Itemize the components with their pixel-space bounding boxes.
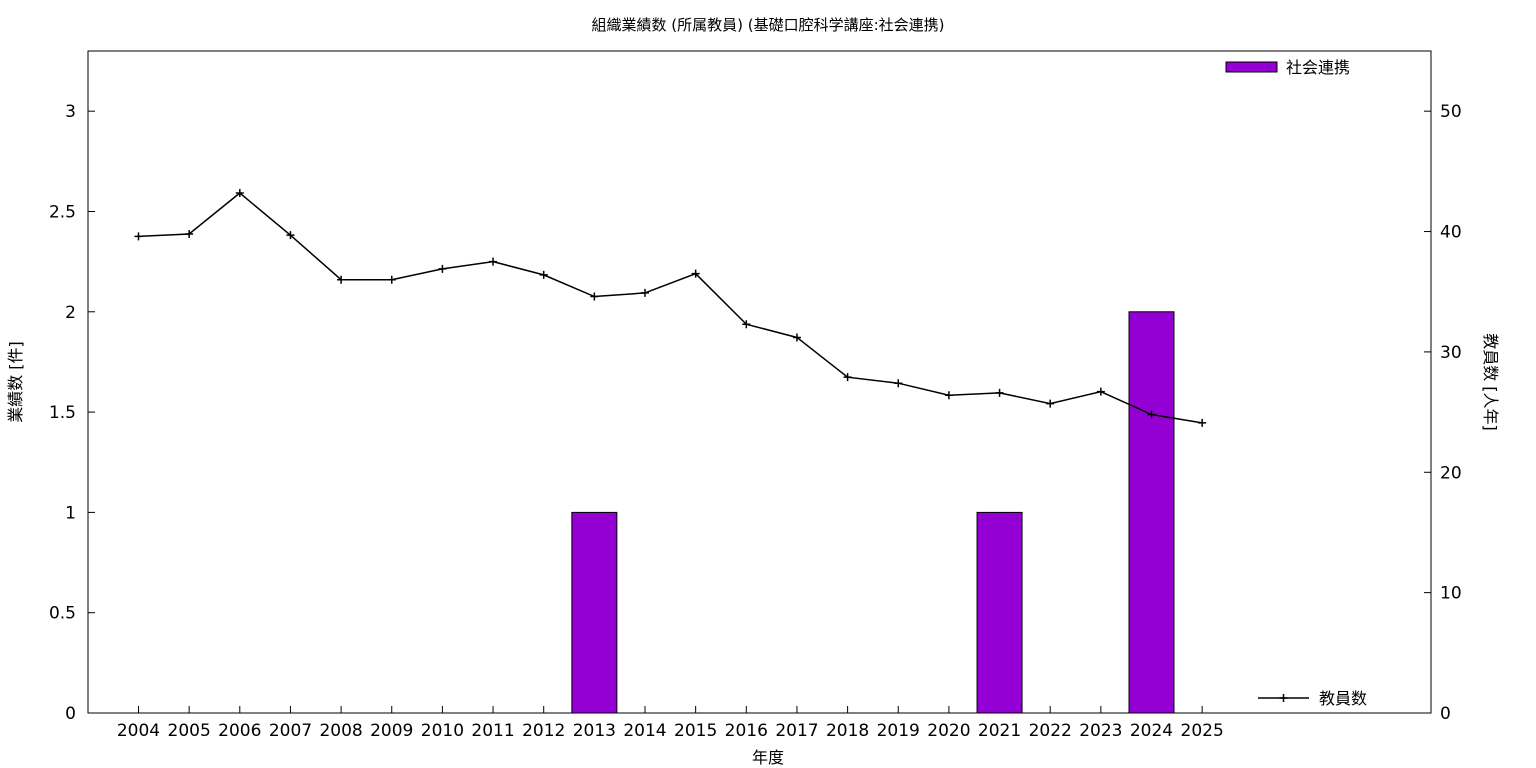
x-tick-label: 2020 <box>927 721 970 741</box>
y-tick-label-right: 0 <box>1440 704 1451 724</box>
line-point <box>742 320 751 329</box>
x-tick-label: 2012 <box>522 721 565 741</box>
x-tick-label: 2006 <box>218 721 261 741</box>
y-tick-label-right: 10 <box>1440 584 1462 604</box>
line-point <box>944 391 953 400</box>
x-tick-label: 2010 <box>421 721 464 741</box>
y-tick-label-right: 30 <box>1440 343 1462 363</box>
line-point <box>387 275 396 284</box>
y-tick-label-left: 3 <box>65 102 76 122</box>
line-point <box>235 189 244 198</box>
y-tick-label-left: 2.5 <box>49 202 76 222</box>
x-tick-label: 2016 <box>725 721 768 741</box>
line-point <box>1147 410 1156 419</box>
y-tick-label-left: 2 <box>65 303 76 323</box>
line-point <box>337 275 346 284</box>
legend-bar-label: 社会連携 <box>1286 58 1350 77</box>
legend-bar-swatch <box>1225 61 1278 73</box>
x-tick-label: 2025 <box>1181 721 1224 741</box>
y-tick-label-left: 0 <box>65 704 76 724</box>
x-tick-label: 2024 <box>1130 721 1173 741</box>
x-tick-label: 2017 <box>775 721 818 741</box>
x-tick-label: 2005 <box>168 721 211 741</box>
line-point <box>185 229 194 238</box>
y-tick-label-left: 1 <box>65 503 76 523</box>
line-point <box>590 292 599 301</box>
line-point <box>438 264 447 273</box>
line-point <box>792 333 801 342</box>
y-tick-label-right: 20 <box>1440 463 1462 483</box>
x-tick-label: 2004 <box>117 721 160 741</box>
x-tick-label: 2023 <box>1079 721 1122 741</box>
line-series <box>138 192 1203 424</box>
line-point <box>1046 399 1055 408</box>
x-tick-label: 2007 <box>269 721 312 741</box>
y-tick-label-left: 0.5 <box>49 604 76 624</box>
x-tick-label: 2015 <box>674 721 717 741</box>
line-point <box>539 270 548 279</box>
y-tick-label-left: 1.5 <box>49 403 76 423</box>
line-point <box>894 379 903 388</box>
line-point <box>286 231 295 240</box>
bar <box>571 511 618 714</box>
x-tick-label: 2019 <box>877 721 920 741</box>
chart-title: 組織業績数 (所属教員) (基礎口腔科学講座:社会連携) <box>591 16 945 34</box>
line-point <box>1096 387 1105 396</box>
legend-line-marker <box>1279 694 1288 702</box>
x-axis-label: 年度 <box>751 748 784 767</box>
line-point <box>489 257 498 266</box>
line-point <box>1198 418 1207 427</box>
x-tick-label: 2011 <box>471 721 514 741</box>
plot-frame <box>87 50 1432 714</box>
x-tick-label: 2021 <box>978 721 1021 741</box>
bar <box>976 511 1023 714</box>
line-point <box>843 373 852 382</box>
legend-line-label: 教員数 <box>1319 689 1367 708</box>
bar <box>1128 311 1175 714</box>
line-point <box>691 269 700 278</box>
line-point <box>134 232 143 241</box>
x-tick-label: 2009 <box>370 721 413 741</box>
y-tick-label-right: 40 <box>1440 223 1462 243</box>
x-tick-label: 2008 <box>319 721 362 741</box>
y-tick-label-right: 50 <box>1440 102 1462 122</box>
x-tick-label: 2014 <box>623 721 666 741</box>
line-point <box>995 388 1004 397</box>
line-point <box>641 288 649 297</box>
x-tick-label: 2022 <box>1029 721 1072 741</box>
x-tick-label: 2018 <box>826 721 869 741</box>
x-tick-label: 2013 <box>573 721 616 741</box>
